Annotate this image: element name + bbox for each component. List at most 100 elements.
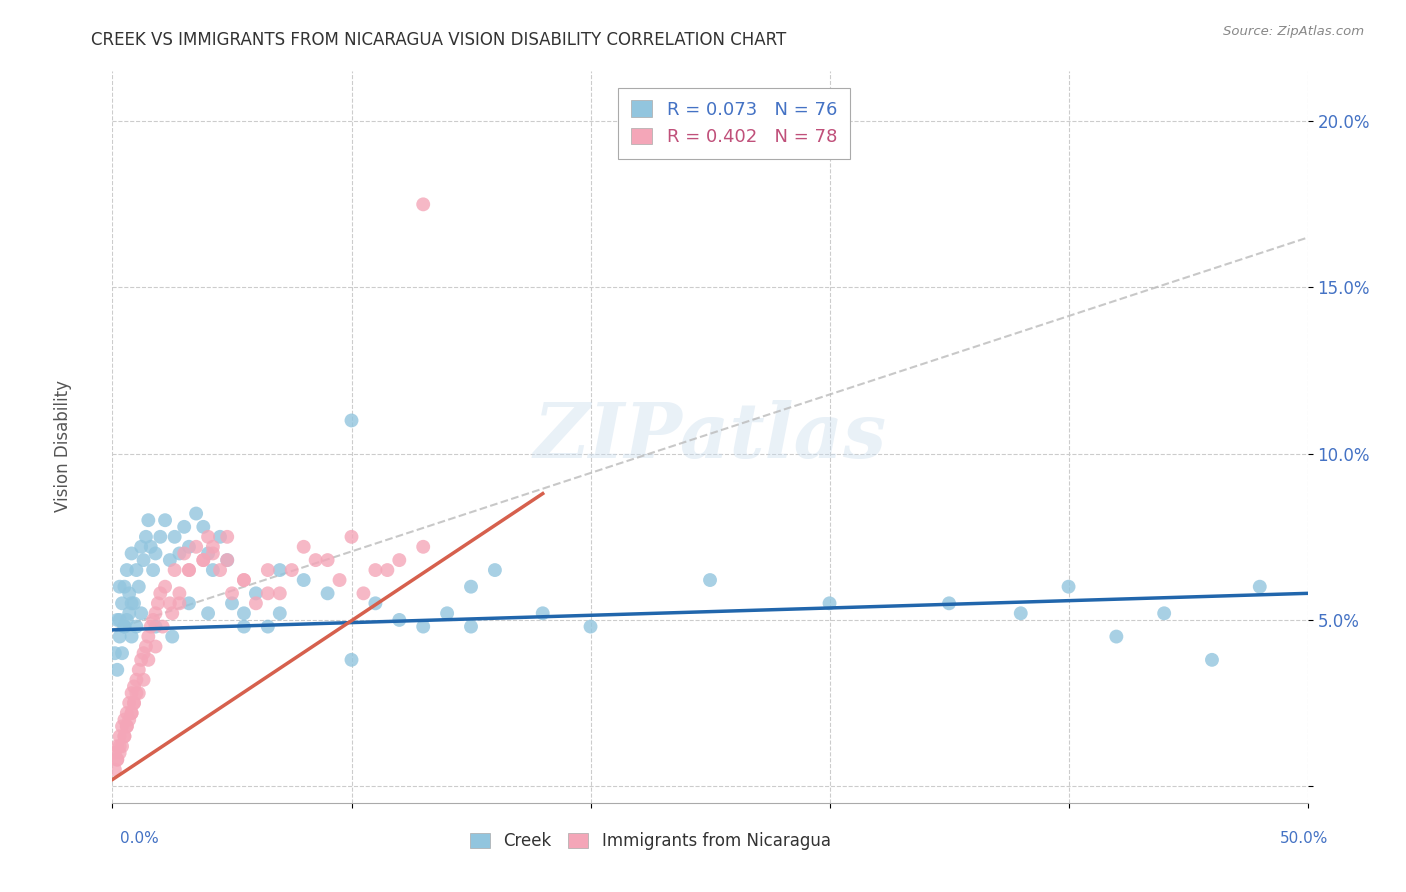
Text: CREEK VS IMMIGRANTS FROM NICARAGUA VISION DISABILITY CORRELATION CHART: CREEK VS IMMIGRANTS FROM NICARAGUA VISIO…: [91, 31, 786, 49]
Point: [159, 553, 181, 567]
Point: [269, 607, 291, 621]
Point: [197, 607, 219, 621]
Point: [173, 520, 195, 534]
Point: [221, 586, 243, 600]
Point: [197, 530, 219, 544]
Point: [186, 540, 208, 554]
Point: [169, 596, 191, 610]
Point: [818, 596, 841, 610]
Point: [436, 607, 458, 621]
Point: [118, 713, 141, 727]
Point: [257, 586, 280, 600]
Point: [699, 573, 721, 587]
Point: [108, 739, 131, 754]
Point: [233, 619, 256, 633]
Point: [138, 653, 160, 667]
Point: [114, 729, 135, 743]
Point: [305, 553, 328, 567]
Point: [163, 530, 186, 544]
Point: [135, 530, 157, 544]
Point: [125, 563, 148, 577]
Point: [138, 513, 160, 527]
Point: [388, 553, 411, 567]
Point: [115, 719, 138, 733]
Point: [121, 706, 143, 720]
Point: [316, 553, 339, 567]
Point: [221, 596, 243, 610]
Point: [104, 746, 127, 760]
Point: [364, 596, 387, 610]
Point: [153, 513, 176, 527]
Point: [125, 619, 148, 633]
Point: [340, 653, 363, 667]
Point: [329, 573, 352, 587]
Point: [111, 719, 134, 733]
Point: [377, 563, 399, 577]
Point: [142, 563, 165, 577]
Point: [132, 673, 155, 687]
Point: [177, 596, 200, 610]
Point: [142, 613, 165, 627]
Point: [1153, 607, 1175, 621]
Point: [484, 563, 506, 577]
Point: [118, 696, 141, 710]
Point: [153, 580, 176, 594]
Point: [460, 580, 482, 594]
Point: [122, 696, 145, 710]
Point: [121, 686, 143, 700]
Point: [292, 573, 315, 587]
Point: [233, 573, 256, 587]
Point: [128, 663, 150, 677]
Point: [340, 413, 363, 427]
Point: [257, 563, 280, 577]
Point: [114, 713, 135, 727]
Point: [177, 540, 200, 554]
Point: [193, 520, 215, 534]
Point: [162, 630, 183, 644]
Point: [149, 530, 172, 544]
Point: [316, 586, 339, 600]
Point: [139, 619, 162, 633]
Point: [579, 619, 602, 633]
Point: [122, 696, 145, 710]
Point: [1201, 653, 1223, 667]
Point: [105, 613, 128, 627]
Point: [114, 729, 135, 743]
Point: [163, 563, 186, 577]
Point: [209, 530, 232, 544]
Point: [122, 596, 145, 610]
Point: [115, 613, 138, 627]
Point: [145, 607, 167, 621]
Point: [257, 619, 280, 633]
Text: Vision Disability: Vision Disability: [55, 380, 72, 512]
Point: [108, 630, 131, 644]
Point: [104, 646, 127, 660]
Point: [108, 580, 131, 594]
Point: [159, 596, 181, 610]
Point: [201, 540, 224, 554]
Point: [217, 530, 239, 544]
Point: [412, 619, 434, 633]
Point: [186, 507, 208, 521]
Point: [177, 563, 200, 577]
Point: [460, 619, 482, 633]
Point: [128, 686, 150, 700]
Point: [217, 553, 239, 567]
Point: [352, 586, 374, 600]
Point: [173, 546, 195, 560]
Point: [1057, 580, 1080, 594]
Point: [121, 706, 143, 720]
Point: [118, 607, 141, 621]
Point: [145, 546, 167, 560]
Point: [105, 753, 128, 767]
Legend: Creek, Immigrants from Nicaragua: Creek, Immigrants from Nicaragua: [464, 825, 837, 856]
Point: [412, 540, 434, 554]
Point: [132, 553, 155, 567]
Point: [125, 686, 148, 700]
Point: [201, 563, 224, 577]
Point: [132, 646, 155, 660]
Point: [245, 596, 267, 610]
Text: ZIPatlas: ZIPatlas: [533, 401, 887, 474]
Point: [111, 646, 134, 660]
Point: [1010, 607, 1032, 621]
